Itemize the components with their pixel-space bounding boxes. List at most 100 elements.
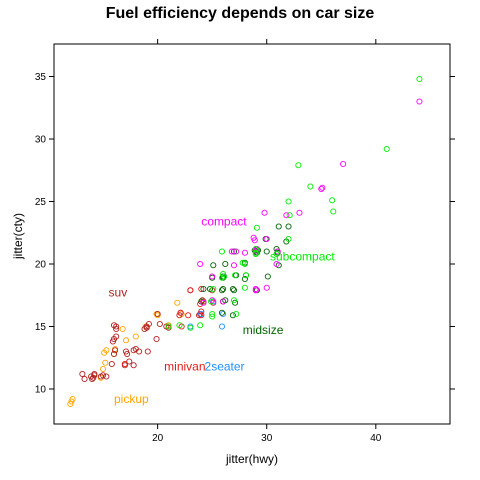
point-midsize [264, 273, 271, 280]
point-suv [145, 320, 152, 328]
point-minivan [187, 287, 194, 294]
point-suv [153, 335, 160, 343]
point-pickup [132, 333, 139, 340]
point-suv [81, 375, 88, 383]
point-subcompact [197, 322, 204, 329]
group-label-compact: compact [201, 214, 247, 228]
point-pickup [103, 347, 110, 354]
point-subcompact [286, 212, 293, 219]
point-suv [103, 373, 110, 380]
point-suv [100, 372, 107, 379]
x-tick-label: 30 [261, 433, 273, 444]
group-label-minivan: minivan [164, 359, 205, 373]
point-subcompact [176, 322, 183, 329]
point-compact [233, 248, 240, 255]
point-suv [113, 333, 120, 340]
point-subcompact [210, 285, 217, 293]
point-midsize [220, 285, 227, 293]
point-subcompact [232, 272, 239, 279]
group-label-midsize: midsize [243, 323, 284, 337]
point-compact [318, 185, 325, 193]
y-tick-label: 10 [35, 385, 47, 396]
point-subcompact [209, 313, 216, 320]
point-subcompact [285, 198, 292, 205]
point-suv [108, 360, 115, 368]
point-midsize [210, 262, 217, 269]
point-compact [263, 284, 270, 291]
group-label-2seater: 2seater [205, 359, 245, 373]
point-suv [90, 374, 97, 381]
point-midsize [263, 248, 270, 255]
point-compact [283, 212, 290, 219]
y-tick-label: 20 [35, 260, 47, 271]
point-suv [136, 348, 143, 355]
point-subcompact [295, 162, 302, 169]
point-subcompact [307, 183, 314, 190]
point-subcompact [187, 324, 194, 331]
point-midsize [218, 287, 226, 294]
point-suv [110, 350, 118, 358]
point-compact [230, 262, 238, 269]
point-subcompact [165, 323, 172, 330]
point-2seater [198, 310, 205, 318]
group-label-suv: suv [109, 286, 128, 300]
point-compact [319, 184, 326, 191]
point-midsize [285, 223, 292, 230]
point-compact [250, 234, 257, 241]
point-minivan [121, 360, 128, 368]
point-suv [91, 370, 98, 378]
point-compact [228, 248, 235, 255]
point-2seater [218, 323, 226, 330]
y-tick-label: 35 [35, 72, 47, 83]
point-suv [126, 358, 133, 365]
point-2seater [220, 310, 227, 318]
point-subcompact [233, 310, 240, 318]
point-subcompact [241, 260, 248, 268]
point-midsize [200, 285, 207, 293]
point-compact [209, 273, 216, 280]
x-axis-label: jitter(hwy) [225, 452, 278, 466]
point-subcompact [241, 284, 248, 291]
point-compact [340, 160, 347, 168]
point-minivan [177, 309, 184, 316]
point-compact [200, 299, 207, 306]
chart-title: Fuel efficiency depends on car size [106, 5, 375, 22]
point-suv [113, 325, 120, 333]
point-suv [154, 310, 161, 318]
point-compact [261, 209, 268, 216]
point-suv [144, 348, 151, 355]
point-compact [252, 287, 259, 294]
point-minivan [198, 285, 205, 293]
point-midsize [206, 285, 214, 293]
point-subcompact [208, 298, 215, 305]
point-subcompact [383, 145, 390, 153]
group-label-subcompact: subcompact [270, 249, 335, 263]
y-tick-label: 15 [35, 322, 47, 333]
point-subcompact [329, 197, 336, 204]
point-compact [296, 209, 303, 216]
point-midsize [241, 275, 248, 283]
point-pickup [122, 337, 130, 344]
x-tick-label: 20 [152, 433, 164, 444]
point-subcompact [416, 75, 423, 83]
point-midsize [230, 248, 238, 255]
point-suv [109, 338, 116, 345]
point-compact [416, 98, 423, 105]
point-pickup [174, 299, 181, 306]
point-pickup [119, 325, 126, 333]
point-subcompact [330, 208, 337, 215]
point-subcompact [242, 272, 250, 279]
point-suv [112, 347, 119, 354]
point-subcompact [209, 310, 216, 318]
point-midsize [229, 285, 236, 293]
point-compact [209, 297, 216, 304]
point-subcompact [252, 245, 259, 253]
point-subcompact [273, 250, 280, 258]
point-pickup [100, 365, 107, 373]
y-tick-label: 25 [35, 197, 47, 208]
point-suv [156, 320, 163, 328]
point-midsize [230, 287, 238, 294]
point-subcompact [218, 248, 226, 255]
plot-area: 20 30 40 10 15 20 25 30 35 pickup suv minivan 2seate… [35, 39, 455, 444]
